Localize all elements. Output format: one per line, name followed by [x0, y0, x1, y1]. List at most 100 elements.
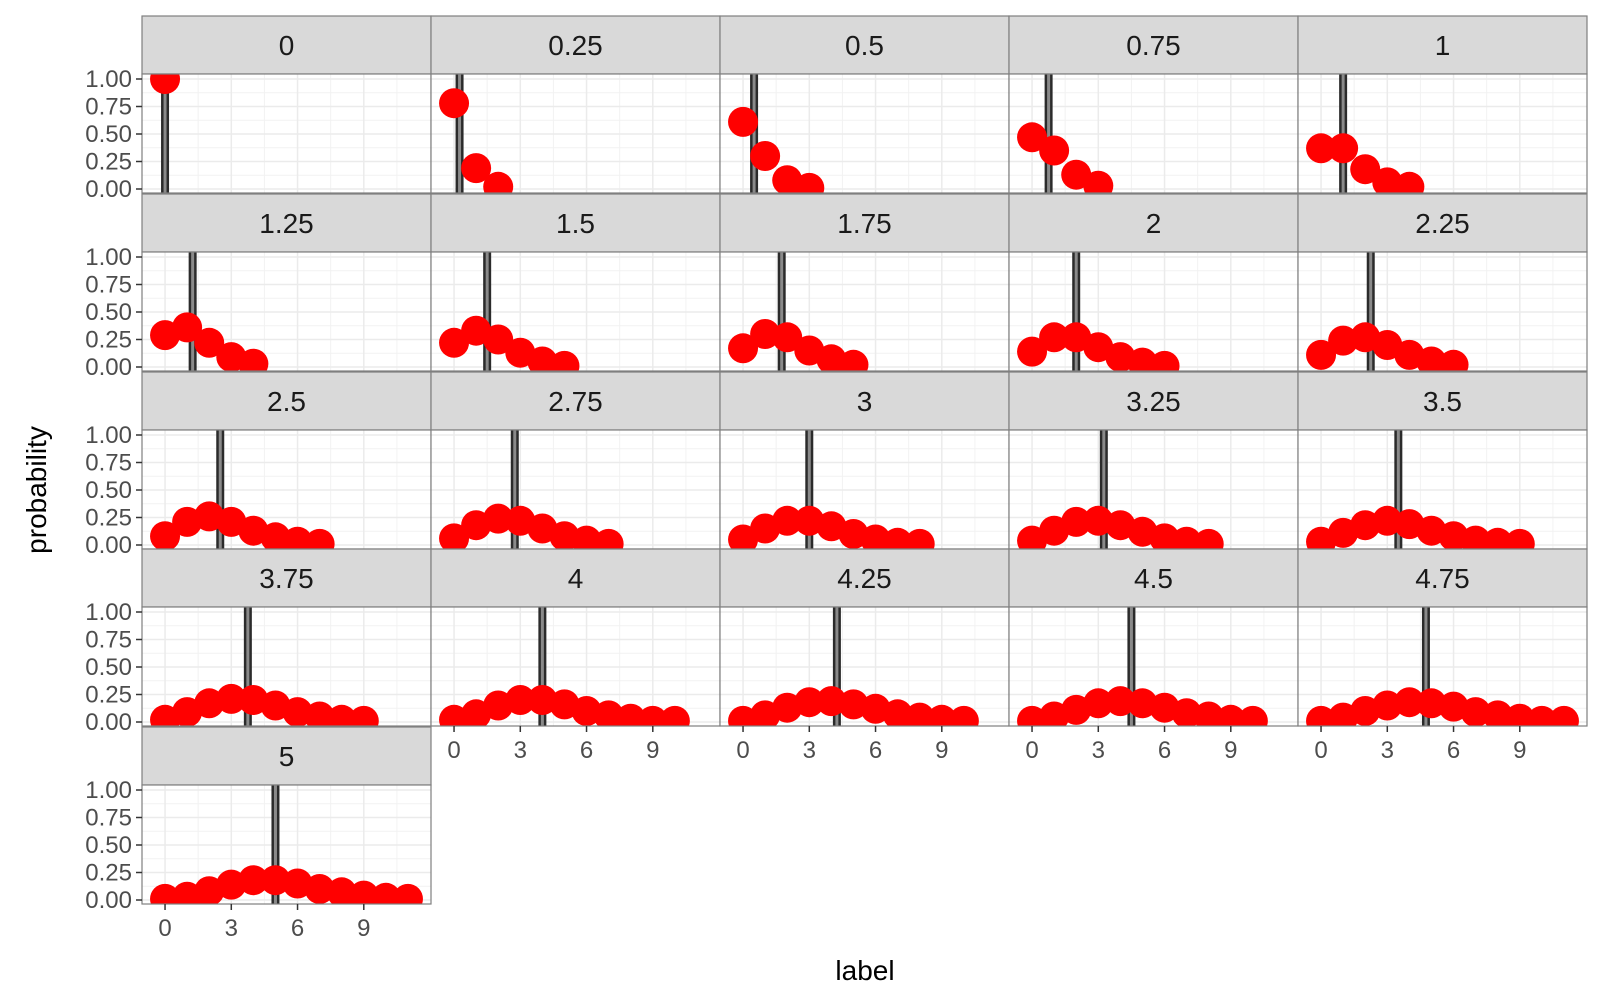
facet-strip [430, 548, 721, 608]
y-tick-label: 0.00 [85, 532, 132, 559]
data-point [659, 705, 690, 726]
facet-panel: 0.25 [430, 15, 721, 194]
x-tick-label: 3 [1092, 737, 1105, 764]
facet-panel: 2.75 [430, 371, 721, 550]
facet-strip [141, 371, 432, 431]
x-tick-label: 3 [514, 737, 527, 764]
facet-strip-label: 2 [1146, 208, 1162, 239]
y-tick-label: 0.75 [85, 450, 132, 477]
x-tick-label: 3 [1381, 737, 1394, 764]
data-point [439, 88, 470, 119]
facet-strip [1297, 548, 1588, 608]
panel-border [1297, 73, 1588, 194]
data-point [1438, 349, 1469, 371]
data-points [150, 865, 423, 904]
data-point [150, 74, 181, 94]
y-tick-label: 0.00 [85, 176, 132, 203]
data-points [150, 312, 269, 371]
y-tick-label: 0.75 [85, 94, 132, 121]
facet-strip [1297, 193, 1588, 253]
data-point [1328, 325, 1359, 356]
data-point [750, 141, 781, 171]
y-tick-label: 1.00 [85, 66, 132, 93]
data-point [1394, 171, 1425, 193]
facet-strip [1297, 371, 1588, 431]
data-point [772, 505, 803, 536]
facet-panel: 4 0 3 6 9 [430, 548, 721, 764]
x-tick-label: 9 [1513, 737, 1526, 764]
data-point [1372, 690, 1403, 721]
data-point [1149, 350, 1180, 371]
data-points [1017, 686, 1268, 726]
y-tick-label: 0.50 [85, 832, 132, 859]
data-points [1306, 133, 1425, 193]
data-point [1328, 133, 1359, 164]
data-points [439, 503, 624, 549]
data-point [348, 705, 379, 726]
facet-strip-label: 2.25 [1415, 208, 1470, 239]
facet-panel: 3.75 0.000.250.500.751.00 [85, 548, 432, 736]
panel-border [1297, 251, 1588, 372]
data-point [483, 324, 514, 355]
facet-strip [719, 548, 1010, 608]
y-tick-label: 0.50 [85, 654, 132, 681]
data-point [483, 503, 514, 534]
data-point [1105, 686, 1136, 717]
facet-strip [719, 15, 1010, 75]
y-tick-label: 0.50 [85, 121, 132, 148]
data-point [794, 172, 825, 193]
facet-strip-label: 0.5 [845, 30, 884, 61]
y-tick-label: 1.00 [85, 244, 132, 271]
data-point [816, 686, 847, 717]
facet-panel: 2 [1008, 193, 1299, 372]
data-point [1039, 322, 1070, 353]
x-tick-label: 0 [447, 737, 460, 764]
facet-strip [141, 15, 432, 75]
data-point [1017, 705, 1048, 726]
facet-panels: 00.000.250.500.751.000.25 0.5 0.75 11.250.0… [85, 15, 1588, 942]
x-tick-label: 6 [291, 915, 304, 942]
data-points [150, 683, 379, 726]
y-tick-label: 0.25 [85, 505, 132, 532]
data-point [549, 350, 580, 371]
x-tick-label: 0 [158, 915, 171, 942]
facet-panel: 4.75 0 3 6 9 [1297, 548, 1588, 764]
data-point [1193, 528, 1224, 549]
x-tick-label: 3 [803, 737, 816, 764]
facet-strip-label: 1.25 [259, 208, 314, 239]
data-points [1017, 322, 1180, 371]
data-point [304, 874, 335, 904]
facet-strip-label: 3.75 [259, 563, 314, 594]
data-point [728, 106, 759, 137]
y-tick-label: 0.25 [85, 149, 132, 176]
data-points [150, 501, 335, 549]
data-points [728, 505, 935, 549]
data-points [150, 74, 181, 94]
x-tick-label: 9 [357, 915, 370, 942]
data-point [1039, 135, 1070, 166]
facet-strip-label: 4.25 [837, 563, 892, 594]
data-point [461, 153, 492, 184]
x-tick-label: 9 [935, 737, 948, 764]
y-tick-label: 0.25 [85, 327, 132, 354]
data-points [439, 88, 514, 193]
facet-panel: 0 0.000.250.500.751.00 [85, 15, 432, 203]
y-tick-label: 0.25 [85, 682, 132, 709]
data-point [150, 521, 181, 549]
data-points [1306, 322, 1469, 371]
facet-strip [141, 726, 432, 786]
facet-panel: 3.25 [1008, 371, 1299, 550]
data-point [728, 333, 759, 364]
y-tick-label: 0.75 [85, 627, 132, 654]
facet-strip-label: 3.25 [1126, 386, 1181, 417]
facet-panel: 1 [1297, 15, 1588, 194]
data-point [439, 327, 470, 358]
data-point [1306, 339, 1337, 370]
data-point [1394, 687, 1425, 718]
facet-panel: 4.25 0 3 6 9 [719, 548, 1010, 764]
facet-strip-label: 2.75 [548, 386, 603, 417]
data-point [216, 683, 247, 714]
facet-panel: 4.5 0 3 6 9 [1008, 548, 1299, 764]
facet-strip-label: 4.5 [1134, 563, 1173, 594]
facet-panel: 3.5 [1297, 371, 1588, 550]
